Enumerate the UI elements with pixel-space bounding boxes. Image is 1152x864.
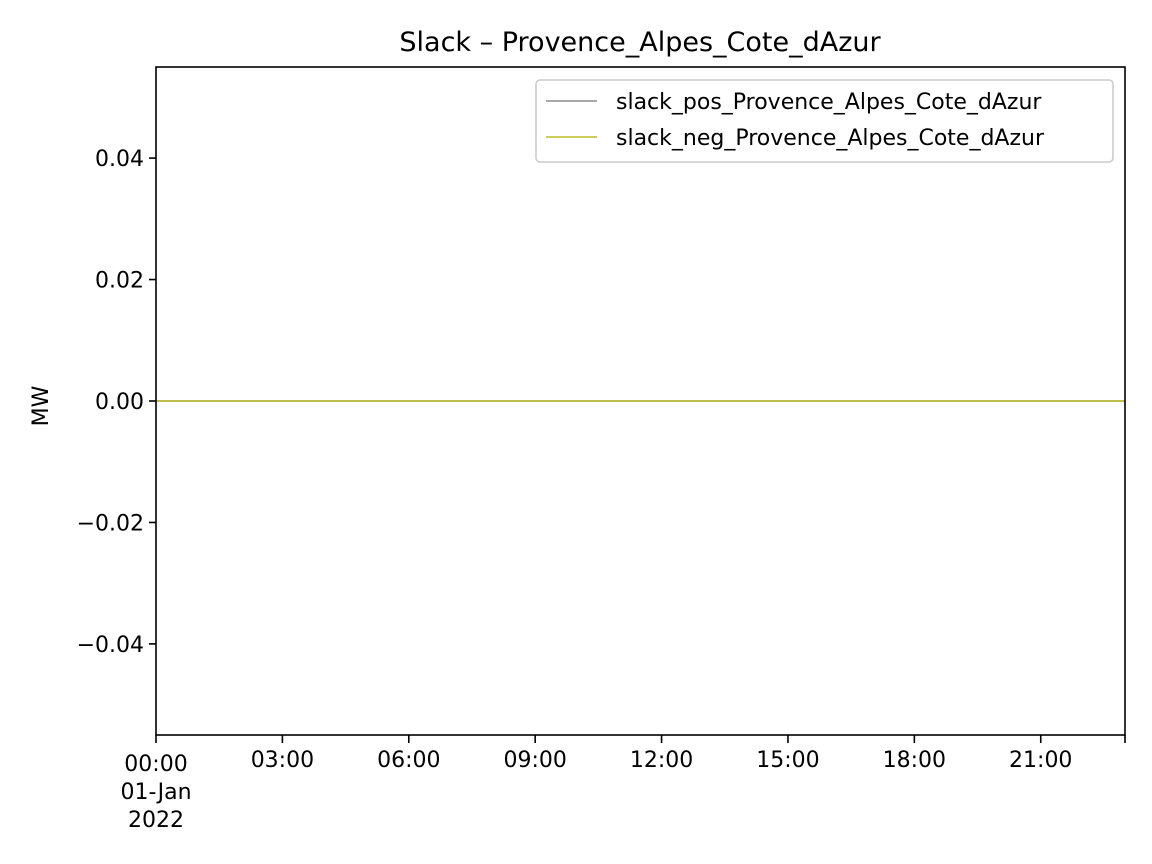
- x-tick-label: 09:00: [503, 748, 566, 773]
- y-tick-label: 0.04: [95, 147, 144, 172]
- legend-label: slack_neg_Provence_Alpes_Cote_dAzur: [616, 126, 1045, 151]
- legend-label: slack_pos_Provence_Alpes_Cote_dAzur: [616, 90, 1042, 115]
- y-axis-label: MW: [29, 385, 54, 426]
- y-tick-label: 0.02: [95, 269, 144, 294]
- legend: slack_pos_Provence_Alpes_Cote_dAzurslack…: [535, 79, 1114, 163]
- y-tick-label: −0.02: [77, 511, 144, 536]
- x-tick-label: 03:00: [251, 748, 314, 773]
- x-tick-label: 00:00: [124, 752, 187, 777]
- x-tick-label: 12:00: [630, 748, 693, 773]
- y-tick-label: 0.00: [95, 390, 144, 415]
- chart-title: Slack – Provence_Alpes_Cote_dAzur: [399, 27, 881, 58]
- y-tick-label: −0.04: [77, 633, 144, 658]
- x-tick-label: 06:00: [377, 748, 440, 773]
- plot-area: [155, 66, 1126, 736]
- x-axis: 00:00 03:00 06:00 09:00 12:00 15:00 18:00 21:00…: [120, 735, 1126, 833]
- legend-frame: [535, 79, 1114, 163]
- y-axis: −0.04 −0.02 0.00 0.02 0.04: [77, 147, 156, 658]
- x-date-label: 01-Jan: [120, 780, 191, 805]
- x-tick-label: 18:00: [883, 748, 946, 773]
- x-tick-label: 21:00: [1009, 748, 1072, 773]
- x-tick-label: 15:00: [756, 748, 819, 773]
- x-date-label: 2022: [128, 808, 184, 833]
